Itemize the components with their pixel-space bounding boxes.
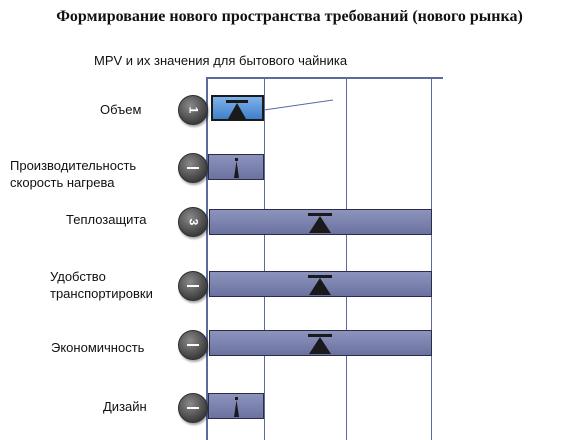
y-axis-line xyxy=(206,77,208,440)
marker-icon xyxy=(308,213,332,233)
bar-economy[interactable] xyxy=(209,330,432,356)
top-axis-line xyxy=(206,77,443,79)
minus-icon xyxy=(187,407,199,409)
grid-line-3 xyxy=(431,77,432,440)
minus-icon xyxy=(187,344,199,346)
row-label-volume: Объем xyxy=(100,102,142,117)
minus-icon xyxy=(187,285,199,287)
marker-icon xyxy=(308,275,332,295)
bar-design[interactable] xyxy=(208,393,264,419)
badge-number: 3 xyxy=(186,218,200,226)
marker-icon xyxy=(234,397,239,417)
badge-number: 1 xyxy=(186,106,200,114)
badge-minus-icon[interactable] xyxy=(178,330,208,360)
row-label-transport-text: Удобство транспортировки xyxy=(50,269,153,301)
badge-3-icon[interactable]: 3 xyxy=(178,207,208,237)
row-label-transport: Удобство транспортировки xyxy=(50,268,153,302)
marker-icon xyxy=(226,100,248,119)
page-title: Формирование нового пространства требова… xyxy=(56,8,523,25)
badge-minus-icon[interactable] xyxy=(178,393,208,423)
grid-line-2 xyxy=(346,77,347,440)
row-label-economy: Экономичность xyxy=(51,340,145,355)
badge-minus-icon[interactable] xyxy=(178,271,208,301)
bar-performance[interactable] xyxy=(208,154,264,180)
marker-icon xyxy=(308,334,332,354)
marker-icon xyxy=(234,158,239,178)
badge-minus-icon[interactable] xyxy=(178,153,208,183)
row-label-performance: Производительность скорость нагрева xyxy=(10,157,136,191)
bar-transport[interactable] xyxy=(209,271,432,297)
connector-line xyxy=(263,99,334,111)
badge-1-icon[interactable]: 1 xyxy=(178,95,208,125)
grid-line-1 xyxy=(264,77,265,440)
row-label-performance-text: Производительность скорость нагрева xyxy=(10,158,137,190)
bar-heat-protection[interactable] xyxy=(209,209,432,235)
minus-icon xyxy=(187,167,199,169)
chart-subtitle: MPV и их значения для бытового чайника xyxy=(94,53,348,68)
row-label-design: Дизайн xyxy=(103,399,147,414)
row-label-heat-protection: Теплозащита xyxy=(66,212,147,227)
bar-volume[interactable] xyxy=(211,95,264,121)
